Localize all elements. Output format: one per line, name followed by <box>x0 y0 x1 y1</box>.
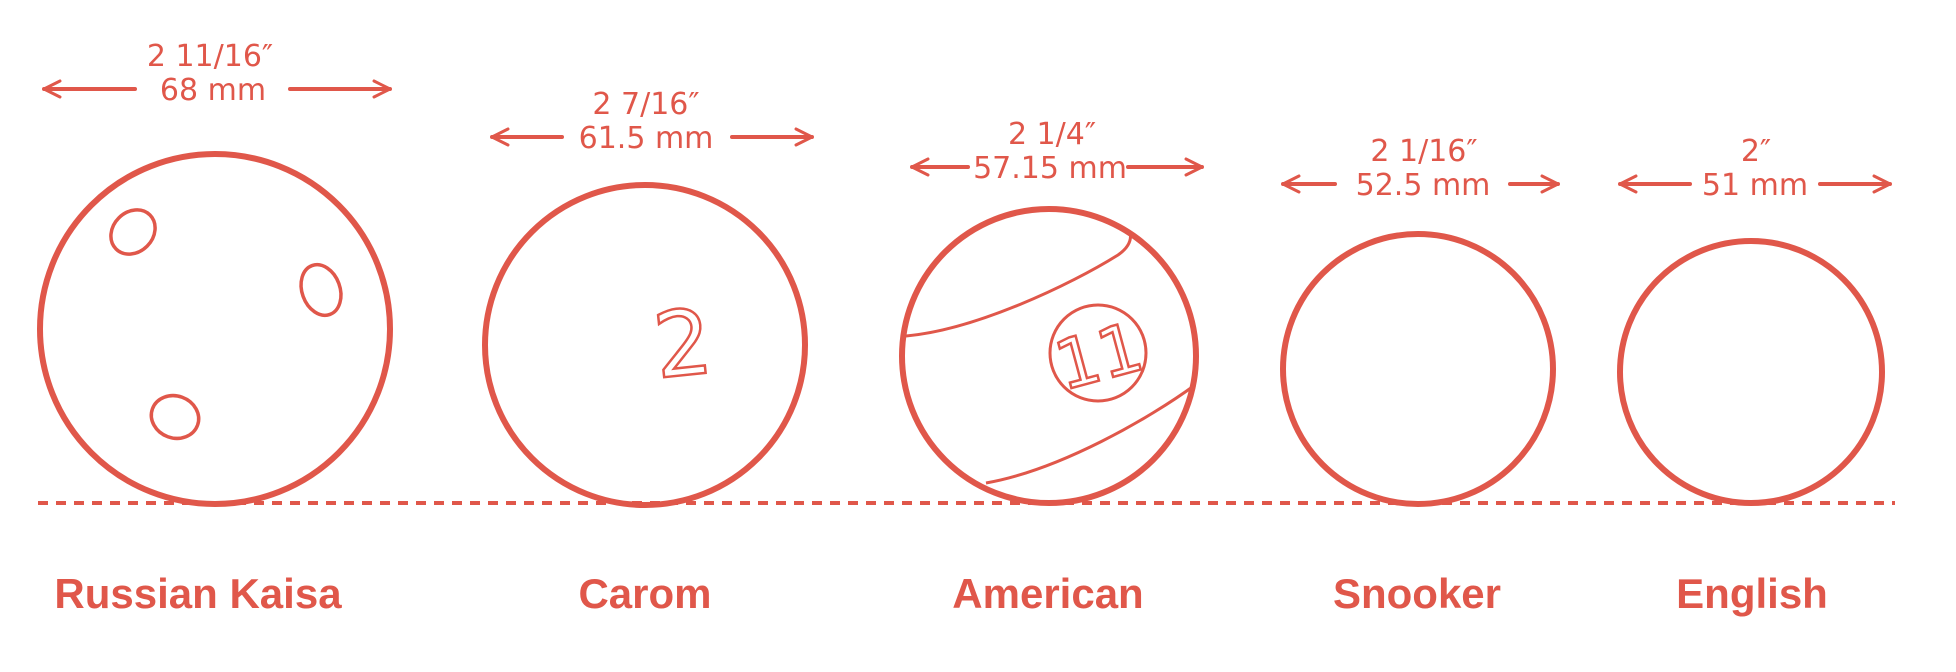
ball-name: Russian Kaisa <box>54 570 342 617</box>
ball-spots <box>109 208 343 441</box>
ball-carom: 2 2 7/16″ 61.5 mm Carom <box>482 87 814 617</box>
ball-outline <box>1280 231 1556 507</box>
size-mm: 68 mm <box>160 73 266 108</box>
size-mm: 61.5 mm <box>579 121 714 156</box>
ball-name: Snooker <box>1333 570 1501 617</box>
ball-spot <box>149 393 201 441</box>
ball-number-2: 2 <box>649 289 717 399</box>
ball-name: American <box>952 570 1143 617</box>
ball-outline <box>482 182 808 508</box>
ball-outline <box>37 151 393 507</box>
ball-outline <box>899 206 1199 506</box>
ball-american: 11 2 1/4″ 57.15 mm American <box>899 117 1204 617</box>
size-inches: 2″ <box>1741 134 1771 169</box>
size-mm: 51 mm <box>1702 168 1808 203</box>
ball-english: 2″ 51 mm English <box>1617 134 1892 617</box>
size-inches: 2 7/16″ <box>592 87 699 122</box>
ball-spot <box>109 208 157 256</box>
ball-name: Carom <box>578 570 711 617</box>
size-inches: 2 11/16″ <box>147 39 273 74</box>
ball-spot <box>299 262 343 318</box>
size-inches: 2 1/16″ <box>1370 134 1477 169</box>
ball-snooker: 2 1/16″ 52.5 mm Snooker <box>1280 134 1560 617</box>
ball-number-circle <box>1048 303 1148 403</box>
ball-name: English <box>1676 570 1828 617</box>
size-inches: 2 1/4″ <box>1008 117 1096 152</box>
ball-russian-kaisa: 2 11/16″ 68 mm Russian Kaisa <box>37 39 393 617</box>
size-mm: 57.15 mm <box>973 151 1127 186</box>
ball-stripe <box>905 231 1196 485</box>
ball-outline <box>1617 238 1885 506</box>
size-mm: 52.5 mm <box>1356 168 1491 203</box>
